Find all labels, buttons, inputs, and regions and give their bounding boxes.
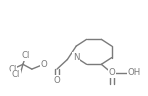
Text: N: N — [73, 53, 79, 62]
Text: Cl: Cl — [8, 65, 17, 74]
Text: Cl: Cl — [12, 70, 20, 79]
Text: OH: OH — [127, 68, 141, 77]
Text: O: O — [40, 60, 47, 69]
Text: Cl: Cl — [22, 51, 30, 60]
Text: O: O — [54, 76, 60, 85]
Text: O: O — [108, 68, 115, 77]
